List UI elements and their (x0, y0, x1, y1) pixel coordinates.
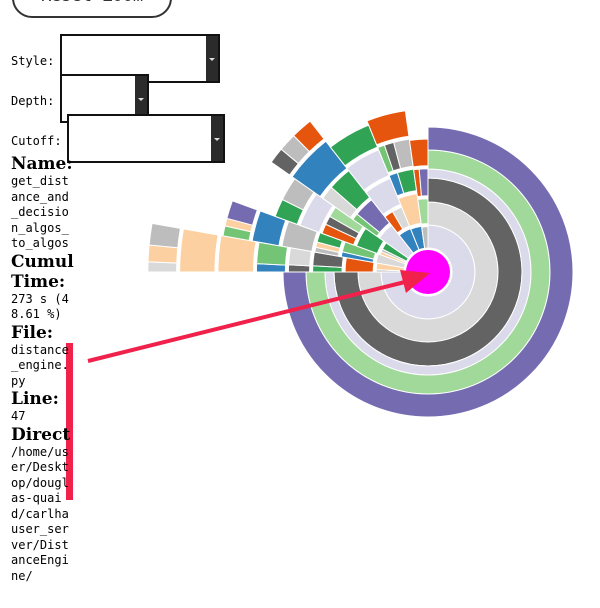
file-value: distance_engine.py (11, 342, 69, 388)
annotation-arrow-head (400, 270, 430, 293)
line-heading: Line: (11, 389, 59, 409)
fan-segment[interactable] (179, 228, 219, 273)
name-value: get_distance_and_decision_algos_to_algos (11, 174, 69, 250)
name-heading: Name: (11, 154, 73, 174)
style-label: Style: (11, 54, 55, 68)
cutoff-dropdown-icon (211, 116, 223, 161)
time-heading: Cumul (11, 251, 74, 272)
annotation-highlight-bar (66, 343, 73, 500)
style-dropdown-icon (206, 36, 218, 81)
file-heading: File: (11, 322, 54, 343)
cutoff-label: Cutoff: (11, 134, 62, 148)
fan-segment[interactable] (217, 234, 257, 273)
fan-segment[interactable] (344, 257, 375, 273)
ring-segment-6[interactable] (282, 126, 574, 418)
directory-heading: Direct (11, 424, 71, 445)
time-value: 273 s (48.61 %) (11, 291, 69, 322)
annotation-arrow-line (87, 280, 406, 363)
fan-segment[interactable] (418, 168, 429, 197)
time-heading-2: Time: (11, 271, 66, 292)
fan-segment[interactable] (226, 200, 259, 226)
fan-segment[interactable] (421, 226, 429, 249)
fan-segment[interactable] (417, 198, 429, 225)
cutoff-select[interactable] (67, 114, 225, 163)
fan-segment[interactable] (366, 110, 410, 146)
depth-dropdown-icon (135, 76, 147, 121)
directory-value: /home/user/Desktop/douglas-quaid/carlhau… (11, 444, 69, 583)
line-value: 47 (11, 409, 26, 423)
depth-label: Depth: (11, 94, 55, 108)
fan-segment[interactable] (148, 222, 182, 249)
fan-segment[interactable] (408, 138, 429, 168)
info-panel: Name: get_distance_and_decision_algos_to… (11, 154, 74, 584)
fan-segment[interactable] (147, 261, 178, 273)
fan-segment[interactable] (292, 120, 325, 153)
